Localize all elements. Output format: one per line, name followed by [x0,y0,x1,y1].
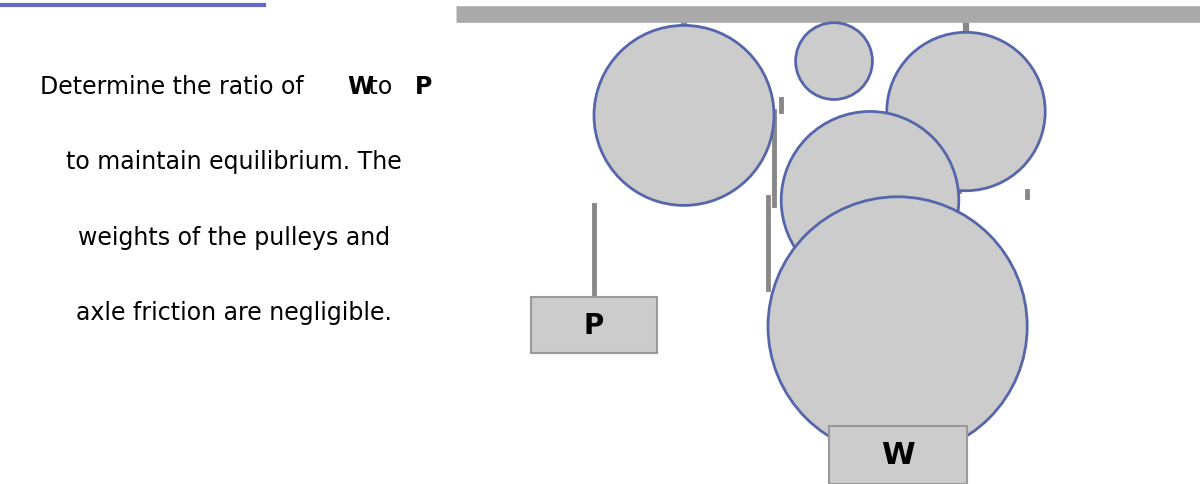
Text: W: W [881,440,914,469]
Text: Determine the ratio of: Determine the ratio of [40,75,311,99]
Ellipse shape [594,26,774,206]
Ellipse shape [768,197,1027,456]
FancyBboxPatch shape [829,426,967,484]
Text: P: P [584,312,604,339]
Text: axle friction are negligible.: axle friction are negligible. [76,300,392,324]
Text: W: W [348,75,373,99]
Ellipse shape [887,33,1045,191]
FancyBboxPatch shape [530,298,658,353]
Text: to maintain equilibrium. The: to maintain equilibrium. The [66,150,402,174]
Ellipse shape [796,24,872,100]
Ellipse shape [781,112,959,289]
Text: P: P [415,75,432,99]
Text: weights of the pulleys and: weights of the pulleys and [78,225,390,249]
Text: to: to [361,75,400,99]
